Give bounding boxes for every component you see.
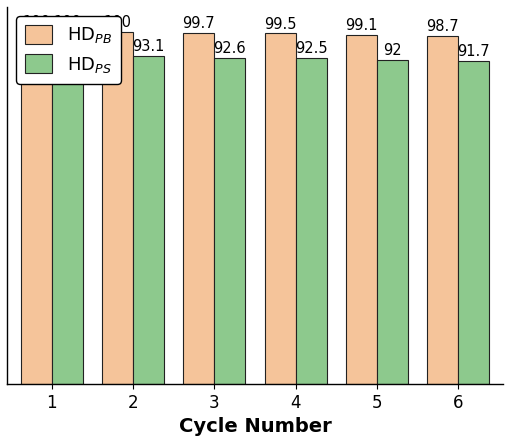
Bar [346,35,376,384]
Text: 99.5: 99.5 [264,16,296,31]
Text: 99.7: 99.7 [182,16,215,31]
Bar [264,33,295,384]
Bar [183,33,214,384]
Bar [21,31,51,384]
Text: 93.1: 93.1 [132,39,164,54]
Text: 92.6: 92.6 [213,41,246,56]
X-axis label: Cycle Number: Cycle Number [178,417,331,436]
Text: 92: 92 [382,43,401,58]
Bar [133,56,163,384]
Bar [295,58,326,384]
Bar [214,58,245,384]
Text: 92.5: 92.5 [294,41,327,56]
Bar [427,36,458,384]
Text: 91.7: 91.7 [457,44,489,59]
Bar [376,60,407,384]
Text: 100: 100 [53,15,81,30]
Bar [458,61,488,384]
Text: 100: 100 [103,15,131,30]
Bar [102,31,133,384]
Text: 100: 100 [22,15,50,30]
Legend: HD$_{PB}$, HD$_{PS}$: HD$_{PB}$, HD$_{PS}$ [16,16,120,84]
Bar [51,31,82,384]
Text: 99.1: 99.1 [345,18,377,33]
Text: 98.7: 98.7 [426,19,458,35]
